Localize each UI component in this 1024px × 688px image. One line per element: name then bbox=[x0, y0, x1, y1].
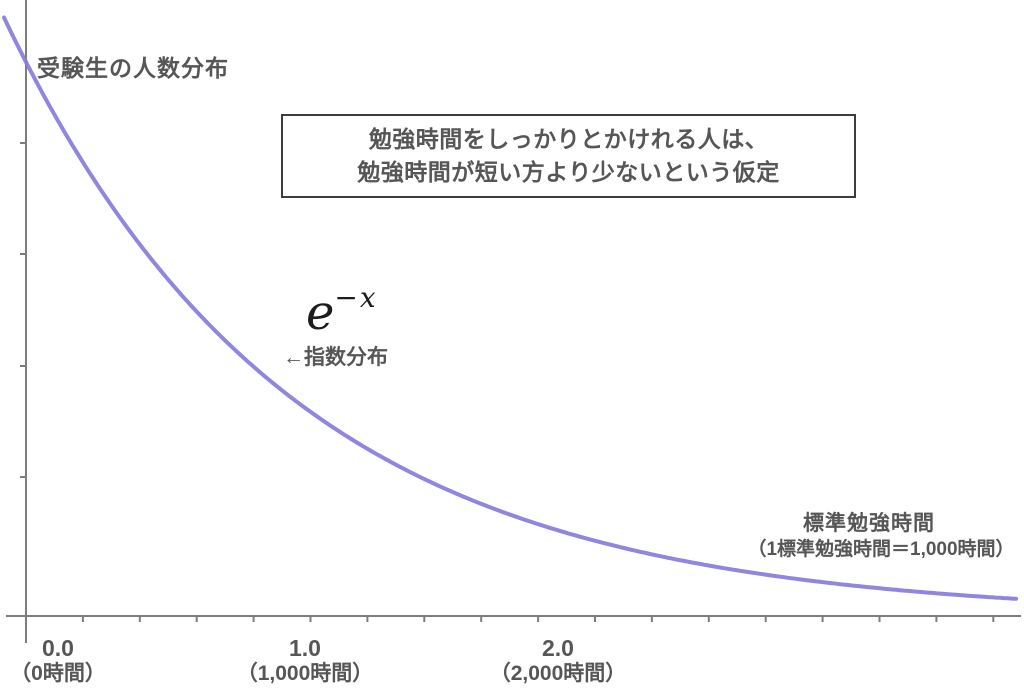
x-tick-value-2: 2.0 bbox=[542, 635, 574, 661]
formula-base: e bbox=[306, 285, 335, 341]
x-tick-value-0: 0.0 bbox=[42, 635, 74, 661]
assumption-line-2: 勉強時間が短い方より少ないという仮定 bbox=[357, 159, 780, 185]
x-tick-hours-0: （0時間） bbox=[10, 662, 106, 685]
exponential-formula: e−x bbox=[306, 281, 378, 341]
x-tick-value-1: 1.0 bbox=[289, 635, 321, 661]
x-tick-label-2: 2.0 （2,000時間） bbox=[490, 636, 627, 686]
x-tick-label-1: 1.0 （1,000時間） bbox=[237, 636, 374, 686]
x-tick-hours-2: （2,000時間） bbox=[489, 662, 627, 685]
x-axis-title: 標準勉強時間 bbox=[803, 512, 935, 535]
formula-exponent: −x bbox=[334, 281, 378, 314]
formula-caption: ←指数分布 bbox=[283, 346, 388, 369]
assumption-line-1: 勉強時間をしっかりとかけれる人は、 bbox=[368, 126, 769, 152]
x-tick-hours-1: （1,000時間） bbox=[236, 662, 374, 685]
x-axis-subtitle: （1標準勉強時間＝1,000時間） bbox=[747, 539, 1015, 560]
x-tick-label-0: 0.0 （0時間） bbox=[10, 636, 106, 686]
assumption-box: 勉強時間をしっかりとかけれる人は、 勉強時間が短い方より少ないという仮定 bbox=[281, 114, 856, 198]
y-axis-title: 受験生の人数分布 bbox=[37, 55, 229, 81]
